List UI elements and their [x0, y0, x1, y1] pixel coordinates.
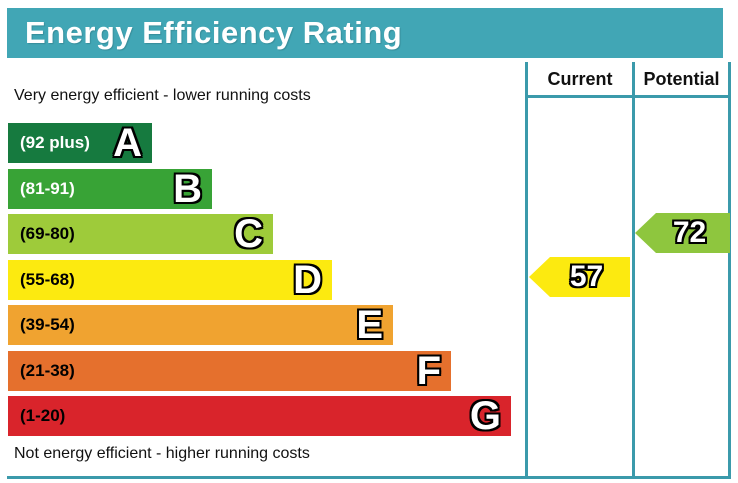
band-row-a: (92 plus) A: [8, 123, 152, 163]
band-letter: A: [113, 121, 142, 165]
potential-rating-value: 72: [672, 216, 707, 249]
potential-rating-arrow: 72: [635, 213, 730, 253]
table-border-left: [525, 62, 528, 479]
title-bar: Energy Efficiency Rating: [7, 8, 723, 58]
header-underline: [525, 95, 731, 98]
table-border-middle: [632, 62, 635, 479]
page-title: Energy Efficiency Rating: [25, 15, 403, 50]
band-range: (1-20): [20, 406, 66, 425]
band-row-d: (55-68) D: [8, 260, 332, 300]
band-range: (69-80): [20, 224, 75, 243]
band-row-g: (1-20) G: [8, 396, 511, 436]
potential-column-header: Potential: [643, 69, 720, 89]
band-range: (92 plus): [20, 133, 90, 152]
band-letter: C: [234, 212, 263, 256]
table-border-right: [728, 62, 731, 479]
band-row-e: (39-54) E: [8, 305, 393, 345]
top-caption: Very energy efficient - lower running co…: [14, 87, 311, 104]
bottom-caption: Not energy efficient - higher running co…: [14, 445, 310, 462]
bottom-border: [7, 476, 731, 479]
band-row-c: (69-80) C: [8, 214, 273, 254]
current-rating-arrow: 57: [529, 257, 630, 297]
band-range: (55-68): [20, 270, 75, 289]
band-row-b: (81-91) B: [8, 169, 212, 209]
band-letter: F: [416, 349, 441, 393]
band-range: (21-38): [20, 361, 75, 380]
band-range: (81-91): [20, 179, 75, 198]
band-letter: D: [293, 258, 322, 302]
current-column-header: Current: [547, 69, 613, 89]
band-row-f: (21-38) F: [8, 351, 451, 391]
band-letter: E: [356, 303, 383, 347]
band-letter: G: [469, 394, 501, 438]
band-letter: B: [173, 167, 202, 211]
current-rating-value: 57: [569, 260, 604, 293]
band-range: (39-54): [20, 315, 75, 334]
